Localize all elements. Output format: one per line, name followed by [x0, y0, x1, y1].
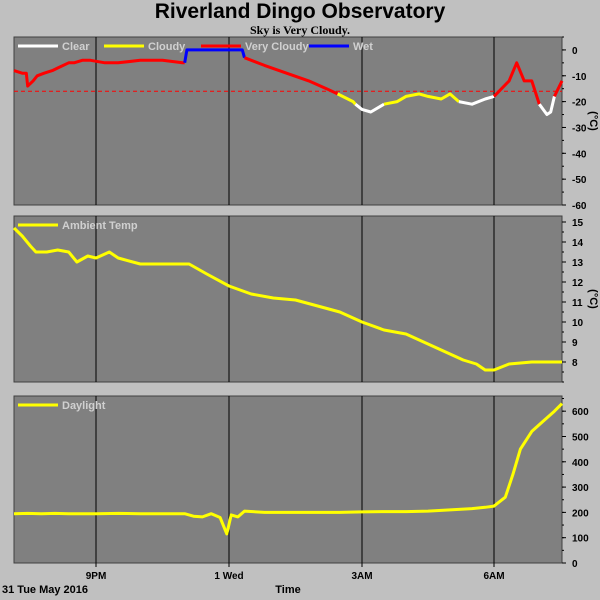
y-unit-label: (°C)	[587, 289, 599, 309]
sky-segment-cloudy	[383, 92, 460, 106]
y-tick-label: -50	[572, 175, 587, 186]
sky-segment-clear	[354, 102, 385, 114]
y-tick-label: 9	[572, 338, 578, 349]
y-tick-label: 8	[572, 358, 578, 369]
sky-panel: 0 -10 -20 -30 -40 -50 -60 (°C) Clear Cloudy Very C…	[13, 36, 599, 212]
y-tick-label: -40	[572, 149, 587, 160]
legend-label: Very Cloudy	[245, 41, 309, 53]
ambient-temp-line	[12, 226, 562, 372]
x-tick-label: 3AM	[351, 571, 372, 582]
date-label: 31 Tue May 2016	[2, 584, 88, 596]
legend-label: Clear	[62, 41, 90, 53]
x-tick-label: 6AM	[483, 571, 504, 582]
x-axis-label: Time	[275, 584, 300, 596]
x-tick-label: 1 Wed	[214, 571, 243, 582]
sky-segment-very-cloudy	[492, 61, 541, 105]
temp-panel: 15 14 13 12 11 10 9 8 (°C) Ambient Temp	[12, 215, 599, 383]
y-tick-label: -30	[572, 123, 587, 134]
sky-segment-wet	[183, 48, 246, 64]
y-tick-label: -20	[572, 98, 587, 109]
daylight-line	[13, 402, 564, 536]
sky-segment-clear	[538, 96, 556, 116]
sky-segment-very-cloudy	[243, 56, 339, 96]
y-tick-label: 13	[572, 258, 584, 269]
x-tick-label: 9PM	[86, 571, 107, 582]
y-tick-label: 10	[572, 318, 584, 329]
legend-label: Ambient Temp	[62, 220, 138, 232]
legend-label: Daylight	[62, 400, 106, 412]
y-tick-label: 14	[572, 238, 584, 249]
y-tick-label: 11	[572, 298, 583, 309]
sky-segment-very-cloudy	[553, 80, 564, 98]
sky-segment-clear	[458, 94, 495, 106]
sky-segment-cloudy	[336, 92, 357, 106]
y-tick-label: 100	[572, 534, 589, 545]
y-tick-label: 600	[572, 407, 589, 418]
chart-title: Riverland Dingo Observatory	[154, 0, 446, 23]
y-tick-label: 0	[572, 559, 578, 570]
y-tick-label: 500	[572, 432, 589, 443]
daylight-plot-area	[13, 395, 563, 564]
y-tick-label: -10	[572, 72, 587, 83]
daylight-panel: 600 500 400 300 200 100 0 Daylight	[13, 395, 589, 570]
y-tick-label: 12	[572, 278, 584, 289]
y-unit-label: (°C)	[587, 111, 599, 131]
sky-status-subtitle: Sky is Very Cloudy.	[249, 23, 351, 37]
y-tick-label: 300	[572, 483, 589, 494]
legend-label: Cloudy	[148, 41, 186, 53]
legend-label: Wet	[353, 41, 373, 53]
sky-segment-very-cloudy	[13, 58, 185, 88]
y-tick-label: 400	[572, 458, 589, 469]
y-tick-label: 200	[572, 508, 589, 519]
y-tick-label: 15	[572, 218, 584, 229]
sky-plot-area	[13, 36, 563, 206]
y-tick-label: 0	[572, 46, 578, 57]
y-tick-label: -60	[572, 201, 587, 212]
